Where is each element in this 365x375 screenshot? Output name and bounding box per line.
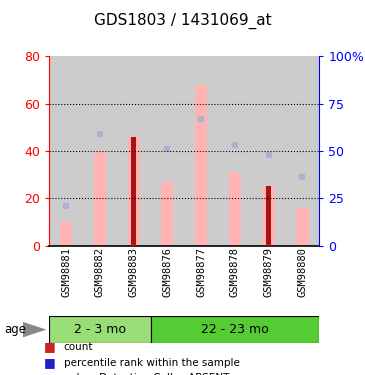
Text: 22 - 23 mo: 22 - 23 mo xyxy=(201,323,269,336)
Bar xyxy=(296,208,308,246)
Text: ■: ■ xyxy=(44,372,55,375)
Bar xyxy=(184,56,218,246)
FancyBboxPatch shape xyxy=(49,316,150,343)
Bar xyxy=(286,56,319,246)
Bar xyxy=(218,56,252,246)
Bar xyxy=(263,186,275,246)
FancyBboxPatch shape xyxy=(150,316,319,343)
Bar xyxy=(266,186,271,246)
Text: age: age xyxy=(4,323,26,336)
Bar xyxy=(161,182,173,246)
Text: GDS1803 / 1431069_at: GDS1803 / 1431069_at xyxy=(94,13,271,29)
Bar xyxy=(117,56,150,246)
Text: percentile rank within the sample: percentile rank within the sample xyxy=(64,358,240,368)
Bar xyxy=(131,137,136,246)
Bar xyxy=(195,85,207,246)
Bar xyxy=(83,56,117,246)
Bar xyxy=(128,137,140,246)
Bar xyxy=(150,56,184,246)
Bar xyxy=(60,222,72,246)
Text: ■: ■ xyxy=(44,340,55,353)
Bar xyxy=(252,56,286,246)
Text: count: count xyxy=(64,342,93,352)
Polygon shape xyxy=(23,322,46,338)
Text: 2 - 3 mo: 2 - 3 mo xyxy=(74,323,126,336)
Bar xyxy=(229,172,241,246)
Bar xyxy=(94,151,106,246)
Text: ■: ■ xyxy=(44,356,55,369)
Text: value, Detection Call = ABSENT: value, Detection Call = ABSENT xyxy=(64,374,229,375)
Bar xyxy=(49,56,83,246)
